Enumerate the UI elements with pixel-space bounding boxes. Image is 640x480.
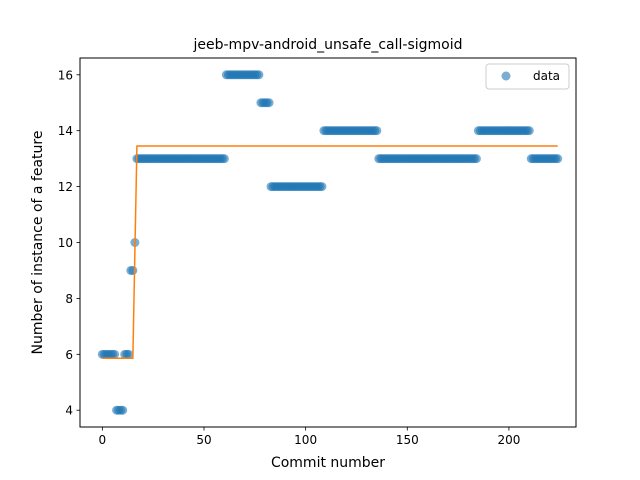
- x-tick-label: 150: [396, 433, 419, 447]
- x-tick-label: 100: [294, 433, 317, 447]
- y-tick-label: 6: [65, 348, 73, 362]
- data-point: [524, 126, 534, 136]
- legend-marker: [501, 71, 511, 81]
- plot-area: [97, 70, 563, 415]
- data-point: [553, 154, 563, 164]
- data-point: [254, 70, 264, 80]
- chart-title: jeeb-mpv-android_unsafe_call-sigmoid: [193, 37, 463, 53]
- x-axis-label: Commit number: [271, 455, 385, 471]
- legend-box: [485, 63, 570, 90]
- data-point: [372, 126, 382, 136]
- y-tick-label: 16: [58, 68, 73, 82]
- data-point: [471, 154, 481, 164]
- series-data: [97, 70, 563, 415]
- y-tick-label: 12: [58, 180, 73, 194]
- x-tick-label: 200: [497, 433, 520, 447]
- legend-label-data: data: [533, 69, 560, 83]
- data-point: [264, 98, 274, 108]
- y-tick-label: 4: [65, 404, 73, 418]
- fit-line: [102, 145, 558, 359]
- data-point: [110, 349, 120, 359]
- y-tick-label: 8: [65, 292, 73, 306]
- data-point: [219, 154, 229, 164]
- y-axis-label: Number of instance of a feature: [30, 131, 46, 355]
- data-point: [317, 182, 327, 192]
- data-point: [124, 349, 134, 359]
- axes-frame: [79, 57, 577, 428]
- x-tick-label: 50: [196, 433, 211, 447]
- y-tick-label: 10: [58, 236, 73, 250]
- y-tick-label: 14: [58, 124, 73, 138]
- legend: data: [485, 63, 570, 90]
- x-tick-label: 0: [99, 433, 107, 447]
- x-axis-ticks: 0 50 100 150 200: [99, 427, 520, 447]
- data-point: [118, 405, 128, 415]
- data-point: [128, 265, 138, 275]
- y-axis-ticks: 4 6 8 10 12 14 16: [58, 68, 80, 418]
